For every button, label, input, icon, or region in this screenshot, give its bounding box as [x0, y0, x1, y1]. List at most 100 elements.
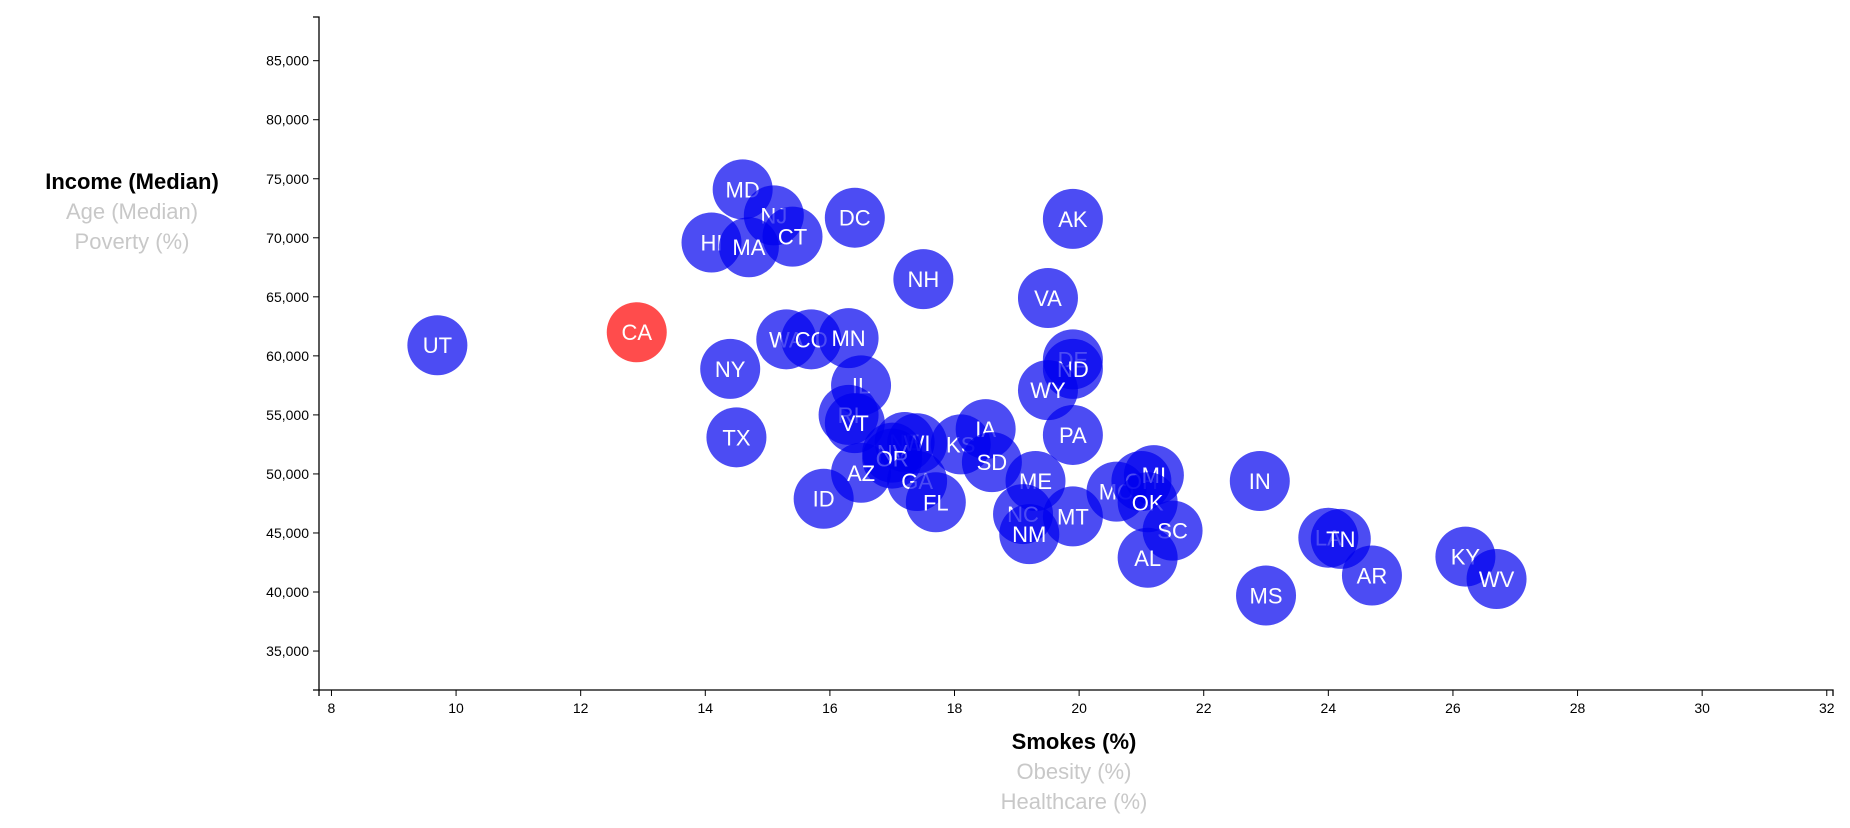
state-circle[interactable]	[893, 249, 954, 310]
state-circle[interactable]	[1466, 549, 1527, 610]
state-label: FL	[923, 490, 949, 515]
x-axis-options: Smokes (%) Obesity (%) Healthcare (%)	[924, 727, 1224, 817]
state-label: NM	[1012, 522, 1046, 547]
x-tick-label: 20	[1071, 700, 1087, 716]
state-circle[interactable]	[1017, 360, 1078, 421]
state-point-wy[interactable]: WY	[1017, 360, 1078, 421]
state-label: IN	[1249, 469, 1271, 494]
state-label: AR	[1357, 563, 1388, 588]
state-circle[interactable]	[1341, 545, 1402, 606]
x-tick-label: 28	[1570, 700, 1586, 716]
state-point-ut[interactable]: UT	[407, 315, 468, 376]
x-option-obesity[interactable]: Obesity (%)	[1016, 759, 1132, 784]
state-label: VA	[1034, 286, 1062, 311]
y-tick-label: 45,000	[266, 525, 309, 541]
state-circle[interactable]	[700, 338, 761, 399]
state-circle[interactable]	[793, 468, 854, 529]
state-label: TN	[1326, 527, 1355, 552]
state-point-ny[interactable]: NY	[700, 338, 761, 399]
state-label: SD	[977, 450, 1008, 475]
y-tick-label: 60,000	[266, 348, 309, 364]
state-point-id[interactable]: ID	[793, 468, 854, 529]
state-point-ar[interactable]: AR	[1341, 545, 1402, 606]
state-point-tx[interactable]: TX	[706, 407, 767, 468]
data-points: UTCAMDNJCTHIMADCNHAKVAWACOMNNYILDENDWYRI…	[407, 159, 1527, 626]
x-option-healthcare[interactable]: Healthcare (%)	[1000, 789, 1148, 814]
state-point-ca[interactable]: CA	[606, 302, 667, 363]
state-circle[interactable]	[818, 308, 879, 369]
state-point-pa[interactable]: PA	[1042, 404, 1103, 465]
state-label: NY	[715, 357, 746, 382]
state-circle[interactable]	[1117, 527, 1178, 588]
state-circle[interactable]	[606, 302, 667, 363]
x-tick-label: 22	[1196, 700, 1212, 716]
state-label: AZ	[847, 461, 875, 486]
state-circle[interactable]	[905, 472, 966, 533]
state-label: WY	[1030, 378, 1066, 403]
x-axis: 8 10 12 14 16 18 20 22 24 26 28 30 32	[318, 689, 1835, 716]
state-circle[interactable]	[1042, 404, 1103, 465]
y-tick-label: 35,000	[266, 643, 309, 659]
state-circle[interactable]	[718, 217, 779, 278]
state-circle[interactable]	[407, 315, 468, 376]
y-axis-options: Income (Median) Age (Median) Poverty (%)	[20, 167, 244, 257]
state-point-mn[interactable]: MN	[818, 308, 879, 369]
state-point-ms[interactable]: MS	[1236, 565, 1297, 626]
x-axis-line	[318, 689, 1834, 696]
state-label: HI	[701, 231, 723, 256]
state-circle[interactable]	[706, 407, 767, 468]
y-axis: 35,000 40,000 45,000 50,000 55,000 60,000 65,0…	[266, 16, 320, 691]
state-point-nh[interactable]: NH	[893, 249, 954, 310]
state-point-dc[interactable]: DC	[824, 187, 885, 248]
state-circle[interactable]	[1017, 268, 1078, 329]
state-point-ak[interactable]: AK	[1042, 188, 1103, 249]
state-label: AL	[1134, 546, 1161, 571]
y-tick-label: 40,000	[266, 584, 309, 600]
state-label: MS	[1250, 584, 1283, 609]
y-tick-label: 70,000	[266, 230, 309, 246]
y-tick-label: 65,000	[266, 289, 309, 305]
x-tick-label: 30	[1694, 700, 1710, 716]
state-circle[interactable]	[824, 187, 885, 248]
state-label: ID	[813, 487, 835, 512]
x-tick-label: 10	[448, 700, 464, 716]
state-point-fl[interactable]: FL	[905, 472, 966, 533]
state-circle[interactable]	[1236, 565, 1297, 626]
state-point-wv[interactable]: WV	[1466, 549, 1527, 610]
x-tick-label: 24	[1321, 700, 1337, 716]
y-tick-label: 80,000	[266, 112, 309, 128]
y-option-age[interactable]: Age (Median)	[65, 199, 199, 224]
state-label: CT	[778, 225, 807, 250]
state-circle[interactable]	[1042, 188, 1103, 249]
state-label: WV	[1479, 567, 1515, 592]
state-label: MA	[732, 235, 765, 260]
state-label: NH	[907, 267, 939, 292]
state-point-in[interactable]: IN	[1229, 451, 1290, 512]
y-axis-line	[313, 16, 320, 691]
state-label: TX	[722, 425, 750, 450]
x-tick-label: 14	[697, 700, 713, 716]
state-point-va[interactable]: VA	[1017, 268, 1078, 329]
state-label: UT	[423, 333, 452, 358]
state-label: DC	[839, 206, 871, 231]
y-tick-label: 50,000	[266, 466, 309, 482]
state-label: VT	[841, 411, 869, 436]
state-point-al[interactable]: AL	[1117, 527, 1178, 588]
x-option-smokes[interactable]: Smokes (%)	[1011, 729, 1137, 754]
y-tick-label: 55,000	[266, 407, 309, 423]
state-point-ma[interactable]: MA	[718, 217, 779, 278]
x-tick-label: 16	[822, 700, 838, 716]
state-label: MT	[1057, 504, 1089, 529]
x-tick-label: 12	[573, 700, 589, 716]
y-option-poverty[interactable]: Poverty (%)	[74, 229, 190, 254]
y-option-income[interactable]: Income (Median)	[45, 169, 219, 194]
state-label: AK	[1058, 207, 1088, 232]
state-circle[interactable]	[999, 504, 1060, 565]
state-label: PA	[1059, 423, 1087, 448]
x-tick-label: 26	[1445, 700, 1461, 716]
state-label: CA	[621, 320, 652, 345]
state-point-nm[interactable]: NM	[999, 504, 1060, 565]
state-circle[interactable]	[1229, 451, 1290, 512]
y-tick-label: 75,000	[266, 171, 309, 187]
